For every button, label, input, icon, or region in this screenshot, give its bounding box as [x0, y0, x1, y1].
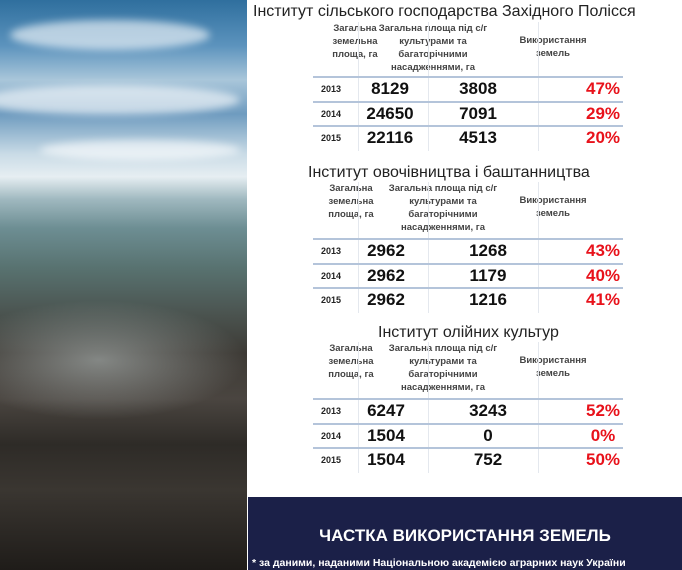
column-header: Використання земель — [519, 35, 587, 59]
year-label: 2014 — [321, 108, 342, 119]
usage-percent: 41% — [585, 290, 621, 309]
total-area: 22116 — [366, 128, 414, 147]
table-row: 2015 1504 752 50% — [313, 447, 623, 471]
table-title: Інститут олійних культур — [378, 324, 559, 341]
crop-area: 1179 — [469, 265, 507, 285]
crop-area: 1268 — [469, 241, 507, 260]
usage-percent: 29% — [585, 103, 621, 123]
crop-area: 1216 — [469, 290, 507, 309]
usage-percent: 0% — [590, 425, 616, 445]
field-photo — [0, 0, 247, 570]
footer-banner: ЧАСТКА ВИКОРИСТАННЯ ЗЕМЕЛЬ * за даними, … — [248, 497, 682, 570]
column-header: Загальна площа під с/г культурами та баг… — [378, 23, 488, 73]
total-area: 2962 — [367, 265, 405, 285]
year-label: 2013 — [321, 406, 342, 416]
institute-table: Інститут овочівництва і баштанництва Зага… — [248, 160, 682, 325]
usage-percent: 20% — [585, 128, 621, 147]
crop-area: 7091 — [459, 103, 497, 123]
year-label: 2013 — [321, 246, 342, 256]
table-title: Інститут сільського господарства Західно… — [253, 3, 636, 20]
table-row: 2015 2962 1216 41% — [313, 287, 623, 311]
column-header: Загальна земельна площа, га — [328, 343, 374, 380]
table-row: 2015 22116 4513 20% — [313, 125, 623, 149]
column-header: Загальна площа під с/г культурами та баг… — [388, 183, 498, 233]
table-row: 2014 24650 7091 29% — [313, 100, 623, 125]
institute-table: Інститут сільського господарства Західно… — [248, 0, 682, 165]
crop-area: 3243 — [469, 401, 507, 420]
total-area: 6247 — [367, 401, 405, 420]
year-label: 2015 — [321, 295, 342, 305]
crop-area: 752 — [473, 450, 503, 469]
column-header: Використання земель — [519, 355, 587, 379]
total-area: 1504 — [367, 450, 405, 469]
table-row: 2013 2962 1268 43% — [313, 238, 623, 262]
usage-percent: 43% — [585, 241, 621, 260]
institute-table: Інститут олійних культур Загальна земельн… — [248, 320, 682, 485]
table-row: 2013 8129 3808 47% — [313, 76, 623, 100]
year-label: 2014 — [321, 430, 342, 441]
total-area: 24650 — [366, 103, 414, 123]
year-label: 2014 — [321, 270, 342, 281]
table-row: 2013 6247 3243 52% — [313, 398, 623, 422]
table-title: Інститут овочівництва і баштанництва — [308, 164, 590, 181]
usage-percent: 50% — [585, 450, 621, 469]
total-area: 2962 — [367, 241, 405, 260]
source-note: * за даними, наданими Національною акаде… — [252, 557, 626, 569]
total-area: 2962 — [367, 290, 405, 309]
footer-title: ЧАСТКА ВИКОРИСТАННЯ ЗЕМЕЛЬ — [319, 526, 611, 545]
usage-percent: 52% — [585, 401, 621, 420]
table-row: 2014 1504 0 0% — [313, 422, 623, 447]
crop-area: 0 — [483, 425, 493, 445]
crop-area: 4513 — [459, 128, 497, 147]
column-header: Загальна площа під с/г культурами та баг… — [388, 343, 498, 393]
total-area: 1504 — [367, 425, 405, 445]
year-label: 2015 — [321, 455, 342, 465]
total-area: 8129 — [371, 79, 409, 98]
year-label: 2013 — [321, 84, 342, 94]
column-header: Використання земель — [519, 195, 587, 219]
table-row: 2014 2962 1179 40% — [313, 262, 623, 287]
column-header: Загальна земельна площа, га — [328, 183, 374, 220]
column-header: Загальна земельна площа, га — [332, 23, 378, 60]
usage-percent: 40% — [585, 265, 621, 285]
crop-area: 3808 — [459, 79, 497, 98]
usage-percent: 47% — [585, 79, 621, 98]
year-label: 2015 — [321, 133, 342, 143]
